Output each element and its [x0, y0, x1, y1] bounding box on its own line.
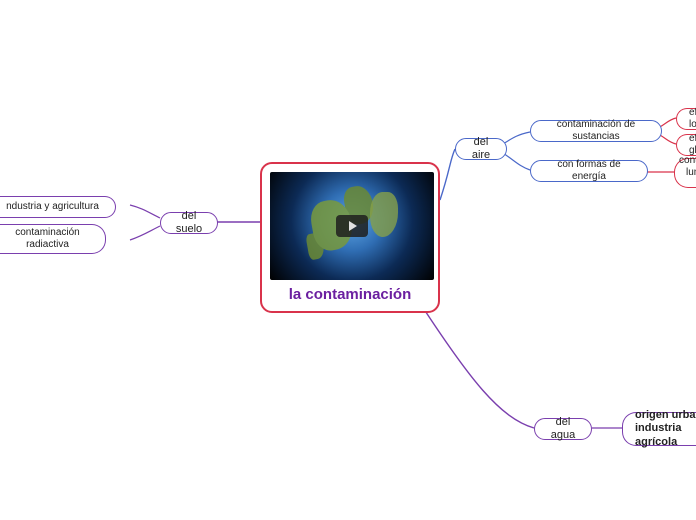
node-radiactiva[interactable]: contaminación radiactiva	[0, 224, 106, 254]
node-origen[interactable]: origen urbano, industria agrícola	[622, 412, 696, 446]
node-efectos-globales[interactable]: efectos glob	[676, 134, 696, 156]
node-luminica[interactable]: contaminació lumínica y ele	[674, 158, 696, 188]
node-sustancias[interactable]: contaminación de sustancias	[530, 120, 662, 142]
node-del-aire[interactable]: del aire	[455, 138, 507, 160]
node-del-suelo[interactable]: del suelo	[160, 212, 218, 234]
earth-video-thumbnail[interactable]	[270, 172, 434, 280]
center-title: la contaminación	[270, 286, 430, 303]
center-node[interactable]: la contaminación	[260, 162, 440, 313]
node-industria[interactable]: ndustria y agricultura	[0, 196, 116, 218]
node-efectos-locales[interactable]: efectos local	[676, 108, 696, 130]
node-energia[interactable]: con formas de energía	[530, 160, 648, 182]
play-icon[interactable]	[336, 215, 368, 237]
node-del-agua[interactable]: del agua	[534, 418, 592, 440]
